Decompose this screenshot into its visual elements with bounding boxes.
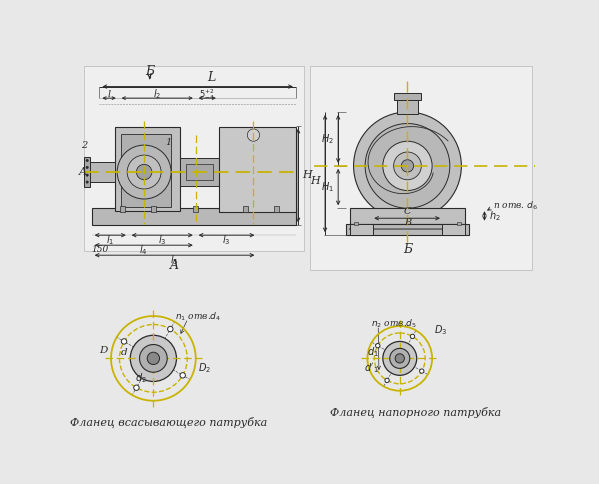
Circle shape	[353, 112, 461, 220]
Circle shape	[180, 373, 186, 378]
Bar	[84, 157, 90, 187]
Bar	[120, 206, 125, 212]
Circle shape	[117, 145, 171, 199]
Circle shape	[86, 159, 88, 162]
Bar	[193, 206, 198, 212]
Text: $l_2$: $l_2$	[153, 88, 161, 101]
Bar	[121, 134, 171, 207]
Bar	[274, 206, 279, 212]
Bar	[86, 162, 115, 182]
Text: $H_2$: $H_2$	[320, 132, 334, 146]
Text: l: l	[107, 90, 110, 99]
Text: $l_3$: $l_3$	[158, 234, 166, 247]
Text: Б: Б	[145, 65, 154, 77]
Bar	[353, 222, 358, 225]
Text: 150: 150	[92, 244, 109, 254]
Circle shape	[401, 160, 414, 172]
Bar	[92, 208, 296, 225]
Circle shape	[86, 181, 88, 183]
Text: Б: Б	[403, 242, 412, 256]
Circle shape	[410, 334, 415, 338]
Bar	[180, 158, 219, 186]
Circle shape	[420, 369, 424, 373]
Text: Фланец напорного патрубка: Фланец напорного патрубка	[329, 407, 501, 418]
Circle shape	[376, 344, 380, 348]
Text: D: D	[99, 346, 107, 355]
Bar	[115, 127, 180, 211]
Circle shape	[390, 348, 410, 368]
Text: $l_1$: $l_1$	[106, 234, 114, 247]
Bar	[186, 165, 213, 180]
Text: L: L	[207, 71, 215, 84]
Circle shape	[122, 339, 127, 344]
Circle shape	[127, 155, 161, 189]
Bar	[394, 93, 421, 100]
Text: B: B	[404, 218, 411, 227]
Bar	[243, 206, 248, 212]
Circle shape	[365, 123, 450, 208]
Text: $n_2$ отв.$d_5$: $n_2$ отв.$d_5$	[371, 318, 416, 330]
Text: d: d	[120, 348, 127, 357]
Text: 1: 1	[166, 138, 172, 147]
Text: $d_2$: $d_2$	[135, 372, 147, 385]
Text: H: H	[302, 170, 311, 180]
Circle shape	[395, 354, 404, 363]
Circle shape	[383, 141, 432, 191]
Text: $n_1$ отв.$d_4$: $n_1$ отв.$d_4$	[175, 311, 221, 323]
Text: A: A	[170, 259, 179, 272]
Bar	[397, 101, 418, 114]
Circle shape	[137, 165, 152, 180]
Bar	[219, 127, 296, 212]
Text: $D_2$: $D_2$	[198, 361, 211, 375]
Circle shape	[147, 352, 159, 364]
Bar	[442, 224, 465, 235]
Circle shape	[394, 152, 421, 180]
Bar	[457, 222, 461, 225]
Text: $d'_1$: $d'_1$	[364, 361, 379, 375]
Bar	[350, 208, 465, 224]
Text: H: H	[310, 176, 320, 186]
Text: A: A	[79, 167, 87, 177]
Text: n отв. $d_6$: n отв. $d_6$	[493, 200, 538, 212]
Text: 2: 2	[81, 140, 87, 150]
Circle shape	[385, 378, 389, 382]
Text: $H_1$: $H_1$	[320, 180, 334, 194]
Text: $5^{+2}_{-4}$: $5^{+2}_{-4}$	[199, 87, 215, 102]
Bar	[84, 66, 304, 251]
Circle shape	[130, 335, 177, 381]
Bar	[346, 224, 469, 235]
Bar	[350, 224, 373, 235]
Text: $l_3$: $l_3$	[222, 234, 231, 247]
Text: Фланец всасывающего патрубка: Фланец всасывающего патрубка	[70, 417, 267, 428]
Circle shape	[247, 129, 259, 141]
Text: $d_1$: $d_1$	[367, 345, 379, 359]
Circle shape	[134, 385, 139, 391]
Text: C: C	[404, 207, 412, 216]
Text: $l_5$: $l_5$	[170, 254, 179, 268]
Circle shape	[86, 166, 88, 168]
Text: $D_3$: $D_3$	[434, 323, 447, 337]
Circle shape	[86, 174, 88, 176]
Bar	[310, 66, 533, 270]
Circle shape	[140, 345, 167, 372]
Text: $l_4$: $l_4$	[139, 243, 148, 257]
Text: $h_2$: $h_2$	[489, 209, 501, 223]
Bar	[151, 206, 156, 212]
Circle shape	[168, 326, 173, 332]
Circle shape	[383, 341, 417, 375]
